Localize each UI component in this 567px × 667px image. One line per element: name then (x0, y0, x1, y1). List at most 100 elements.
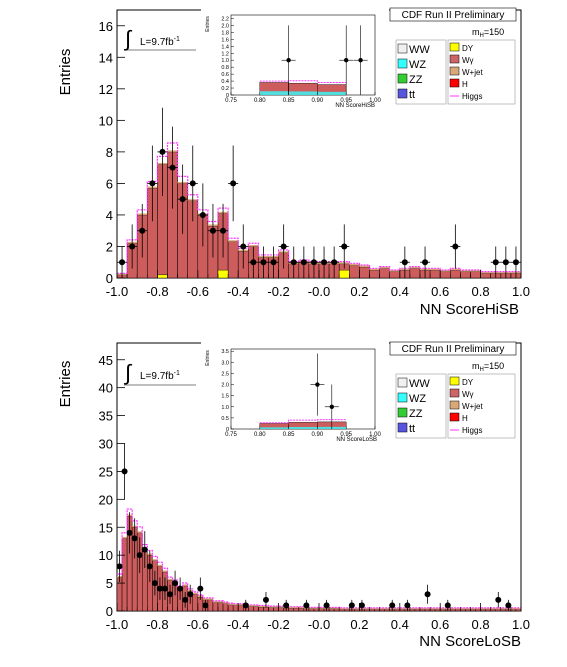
legend-swatch (397, 43, 408, 54)
background-bar (450, 269, 461, 279)
background-bar (414, 609, 421, 612)
legend-label: tt (409, 423, 415, 435)
background-bar (298, 607, 305, 612)
x-tick-label: 0.8 (472, 617, 490, 632)
background-bar (424, 609, 431, 612)
background-bar (227, 241, 239, 279)
x-tick-label: 0.4 (391, 617, 409, 632)
legend-swatch (449, 66, 460, 76)
background-bar (480, 273, 491, 279)
y-tick-label: 45 (99, 353, 113, 368)
data-point (199, 211, 206, 218)
x-tick-label: 1.0 (512, 617, 530, 632)
wjet-bar (258, 605, 264, 608)
data-point (502, 259, 509, 266)
data-point (341, 243, 348, 250)
wjet-bar (495, 607, 501, 610)
background-bar (192, 594, 199, 612)
background-bar (369, 269, 380, 279)
x-tick-label: -0.6 (187, 284, 209, 299)
background-bar (328, 608, 335, 612)
x-tick-label: -1.0 (106, 284, 128, 299)
wjet-bar (500, 607, 506, 610)
legend-label: WZ (409, 393, 426, 405)
inset-y-tick-label: 0 (226, 93, 229, 99)
data-point (512, 259, 519, 266)
data-point (187, 591, 194, 598)
inset-data-point (315, 382, 320, 387)
inset-plot: Entries NN ScoreHiSB 0.75 0.80 0.85 0.90 0.9… (201, 8, 389, 109)
wjet-bar (465, 607, 471, 610)
legend-label: ZZ (409, 408, 423, 420)
background-bar (389, 271, 401, 279)
wjet-bar (293, 606, 299, 609)
wjet-bar (470, 270, 481, 272)
legend-label: DY (462, 378, 474, 387)
wjet-bar (157, 564, 163, 567)
data-point (250, 259, 257, 266)
higgs-band (117, 142, 521, 274)
y-ticks: 0 2 4 6 8 10 12 14 16 (99, 19, 125, 286)
inset-x-label: NN ScoreHiSB (335, 103, 375, 109)
integral-symbol: ∫ (123, 360, 133, 385)
background-bar (470, 609, 476, 612)
y-axis-label: Entries (57, 361, 74, 408)
inset-wz-bar (317, 91, 347, 95)
inset-y-tick-label: 2.0 (221, 23, 229, 29)
wjet-bar (394, 607, 400, 610)
background-bar (439, 271, 451, 279)
y-tick-label: 25 (99, 464, 113, 479)
background-bar (439, 609, 446, 612)
inset-x-tick-label: 1.00 (369, 432, 381, 438)
legend: WW WZ ZZ tt DY Wγ W+jet H Higgs (395, 39, 516, 105)
legend-label: Wγ (462, 390, 474, 399)
background-bar (434, 609, 441, 612)
data-point (444, 602, 451, 609)
data-point (230, 180, 237, 187)
top-panel: Entries NN ScoreHiSB -1.0 -0.8 -0.6 -0.4 -0.… (0, 0, 567, 330)
x-tick-label: 0.8 (472, 284, 490, 299)
inset-x-tick-label: 0.95 (340, 98, 352, 104)
background-bar (475, 609, 481, 612)
y-tick-label: 12 (99, 82, 113, 97)
y-tick-label: 16 (99, 19, 113, 34)
legend-swatch (449, 376, 460, 386)
x-tick-label: -0.4 (227, 617, 249, 632)
wjet-bar (329, 607, 335, 609)
wjet-bar (122, 536, 128, 539)
wjet-bar (319, 607, 325, 609)
legend-swatch (449, 412, 460, 422)
background-bar (222, 603, 229, 612)
inset-data-point (344, 58, 349, 63)
wjet-bar (359, 265, 370, 267)
data-point (126, 529, 133, 536)
data-point (161, 585, 168, 592)
wjet-bar (440, 607, 446, 610)
x-tick-label: -0.0 (308, 284, 330, 299)
background-stack (116, 514, 522, 612)
data-point (136, 552, 143, 559)
higgs-band (117, 508, 521, 609)
background-bar (429, 269, 441, 279)
inset-y-tick-label: 2.2 (221, 16, 229, 22)
luminosity-text: L=9.7fb-1 (140, 370, 180, 382)
wjet-bar (167, 578, 173, 581)
data-point (323, 602, 330, 609)
y-tick-label: 5 (106, 576, 113, 591)
background-bar (465, 609, 471, 612)
data-point (290, 259, 297, 266)
x-tick-label: -0.8 (146, 617, 168, 632)
data-point (300, 259, 307, 266)
wjet-bar (455, 607, 461, 610)
wjet-bar (425, 607, 431, 610)
inset-y-tick-label: 3.5 (221, 349, 229, 355)
data-point (404, 602, 411, 609)
title-box (389, 341, 517, 356)
inset-wz-bar (259, 427, 289, 429)
data-point (189, 180, 196, 187)
x-tick-label: 0.6 (431, 617, 449, 632)
wjet-bar (409, 267, 420, 269)
background-bar (333, 608, 340, 612)
background-bar (344, 609, 350, 612)
dy-bar (157, 274, 168, 279)
